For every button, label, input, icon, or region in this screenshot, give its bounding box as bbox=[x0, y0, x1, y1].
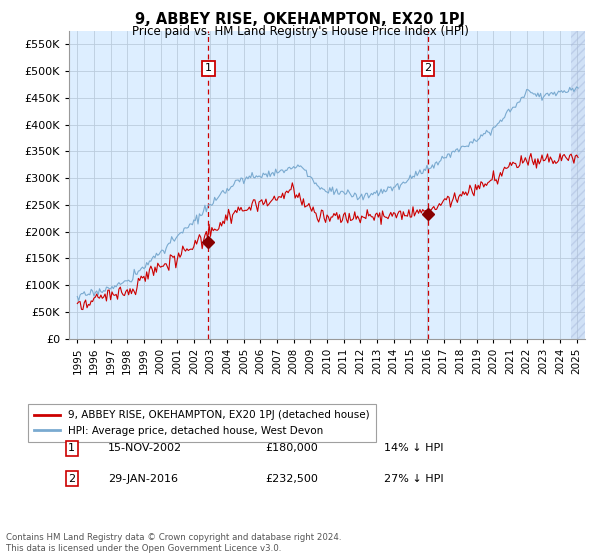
Text: 29-JAN-2016: 29-JAN-2016 bbox=[108, 474, 178, 484]
Bar bbox=[571, 31, 585, 339]
Text: 27% ↓ HPI: 27% ↓ HPI bbox=[384, 474, 443, 484]
Legend: 9, ABBEY RISE, OKEHAMPTON, EX20 1PJ (detached house), HPI: Average price, detach: 9, ABBEY RISE, OKEHAMPTON, EX20 1PJ (det… bbox=[28, 404, 376, 442]
Text: 1: 1 bbox=[68, 443, 75, 453]
Text: £180,000: £180,000 bbox=[265, 443, 318, 453]
Text: 14% ↓ HPI: 14% ↓ HPI bbox=[384, 443, 443, 453]
Text: Contains HM Land Registry data © Crown copyright and database right 2024.
This d: Contains HM Land Registry data © Crown c… bbox=[6, 533, 341, 553]
Text: 15-NOV-2002: 15-NOV-2002 bbox=[108, 443, 182, 453]
Text: 2: 2 bbox=[424, 63, 431, 73]
Text: Price paid vs. HM Land Registry's House Price Index (HPI): Price paid vs. HM Land Registry's House … bbox=[131, 25, 469, 38]
Bar bbox=[571, 31, 585, 339]
Text: 2: 2 bbox=[68, 474, 75, 484]
Text: 9, ABBEY RISE, OKEHAMPTON, EX20 1PJ: 9, ABBEY RISE, OKEHAMPTON, EX20 1PJ bbox=[135, 12, 465, 27]
Text: £232,500: £232,500 bbox=[265, 474, 318, 484]
Text: 1: 1 bbox=[205, 63, 212, 73]
